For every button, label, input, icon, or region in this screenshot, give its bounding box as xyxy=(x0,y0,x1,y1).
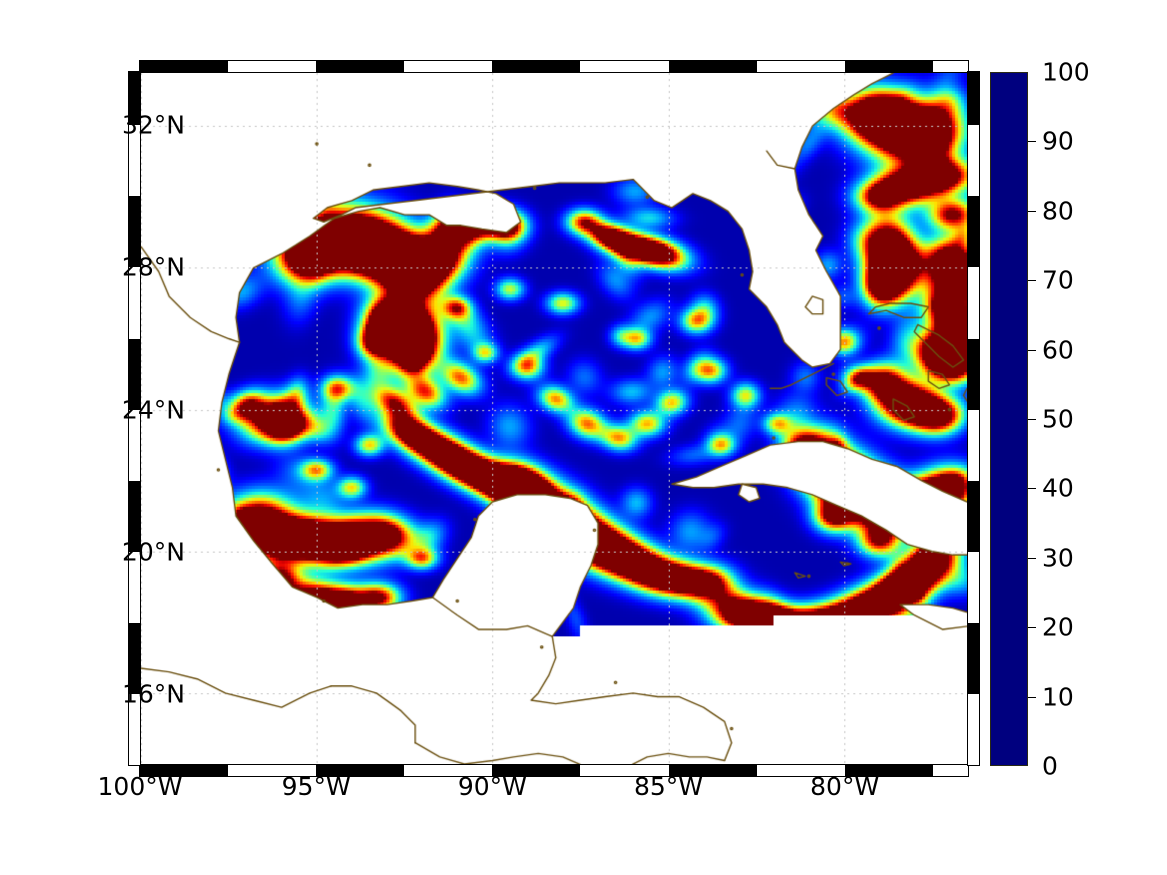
border-segment xyxy=(129,267,140,339)
border-segment xyxy=(844,61,933,72)
map-border-left xyxy=(128,71,141,766)
border-segment xyxy=(968,551,979,623)
colorbar-tick xyxy=(1028,696,1036,698)
border-segment xyxy=(316,61,405,72)
colorbar-tick-label-9: 90 xyxy=(1042,126,1074,156)
border-segment xyxy=(932,61,968,72)
border-segment xyxy=(844,765,933,776)
border-segment xyxy=(968,338,979,410)
border-segment xyxy=(129,196,140,268)
border-segment xyxy=(129,551,140,623)
border-segment xyxy=(756,61,845,72)
colorbar-tick-label-2: 20 xyxy=(1042,612,1074,642)
border-segment xyxy=(968,196,979,268)
border-segment xyxy=(129,72,140,126)
border-segment xyxy=(129,693,140,765)
border-segment xyxy=(968,267,979,339)
colorbar-tick xyxy=(1028,349,1036,351)
colorbar-tick xyxy=(1028,419,1036,420)
colorbar-tick xyxy=(1028,488,1036,490)
x-tick-label-1: 95°W xyxy=(281,772,351,801)
x-tick-label-2: 90°W xyxy=(457,772,527,801)
colorbar-tick xyxy=(1028,210,1036,212)
colorbar: 0 10 20 30 40 50 60 70 80 90 100 xyxy=(990,58,1090,781)
border-segment xyxy=(129,409,140,481)
colorbar-tick-label-0: 0 xyxy=(1042,751,1058,781)
border-segment xyxy=(492,765,581,776)
border-segment xyxy=(968,693,979,765)
border-segment xyxy=(580,765,669,776)
border-segment xyxy=(756,765,845,776)
colorbar-gradient xyxy=(990,72,1028,766)
border-segment xyxy=(492,61,581,72)
colorbar-tick xyxy=(1028,141,1036,143)
border-segment xyxy=(140,765,229,776)
x-tick-label-4: 80°W xyxy=(810,772,880,801)
map-border-right xyxy=(967,71,980,766)
x-tick-label-3: 85°W xyxy=(633,772,704,801)
border-segment xyxy=(968,409,979,481)
border-segment xyxy=(668,765,757,776)
border-segment xyxy=(129,338,140,410)
border-segment xyxy=(668,61,757,72)
colorbar-tick-label-3: 30 xyxy=(1042,543,1074,573)
x-tick-label-0: 100°W xyxy=(97,772,183,801)
map-plot-area xyxy=(140,72,968,765)
border-segment xyxy=(129,125,140,197)
colorbar-tick-label-4: 40 xyxy=(1042,473,1074,503)
border-segment xyxy=(968,72,979,126)
colorbar-tick xyxy=(1028,627,1036,629)
colorbar-tick-label-8: 80 xyxy=(1042,196,1074,226)
border-segment xyxy=(316,765,405,776)
border-segment xyxy=(968,125,979,197)
map-border-bottom xyxy=(139,764,969,777)
colorbar-tick-label-10: 100 xyxy=(1042,57,1090,87)
border-segment xyxy=(932,765,968,776)
colorbar-tick-label-6: 60 xyxy=(1042,335,1074,365)
border-segment xyxy=(140,61,229,72)
border-segment xyxy=(228,765,317,776)
colorbar-tick-label-1: 10 xyxy=(1042,682,1074,712)
border-segment xyxy=(228,61,317,72)
border-segment xyxy=(129,622,140,694)
border-segment xyxy=(404,765,493,776)
border-segment xyxy=(129,480,140,552)
border-segment xyxy=(968,480,979,552)
border-segment xyxy=(404,61,493,72)
colorbar-tick xyxy=(1028,280,1036,282)
colorbar-tick-label-7: 70 xyxy=(1042,265,1074,295)
border-segment xyxy=(580,61,669,72)
colorbar-tick-label-5: 50 xyxy=(1042,404,1074,434)
colorbar-tick xyxy=(1028,557,1036,559)
map-border-top xyxy=(139,60,969,73)
border-segment xyxy=(968,622,979,694)
heatmap-canvas xyxy=(141,73,967,764)
